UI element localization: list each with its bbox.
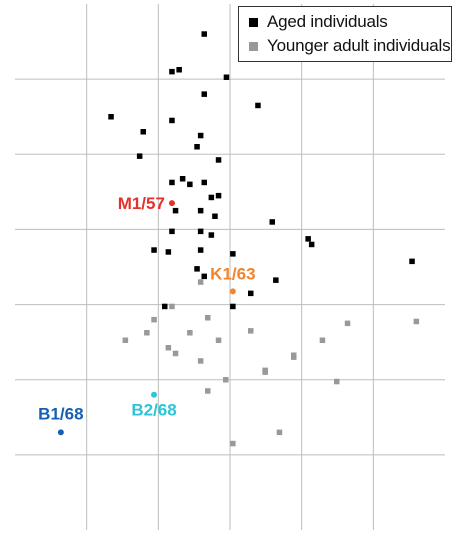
- legend-swatch-younger: [249, 41, 258, 51]
- younger-point: [276, 429, 283, 436]
- aged-point: [208, 194, 215, 201]
- younger-point: [291, 354, 297, 360]
- aged-point: [212, 213, 218, 219]
- younger-point: [344, 320, 351, 327]
- annotations: M1/57 K1/63 B2/68 B1/68: [38, 194, 256, 436]
- highlight-point-b2-68: [151, 391, 158, 398]
- younger-point: [215, 337, 222, 343]
- aged-point: [197, 207, 204, 214]
- younger-point: [165, 345, 172, 351]
- aged-point: [305, 236, 311, 242]
- aged-point: [269, 219, 275, 225]
- aged-point: [176, 67, 182, 73]
- legend-item-aged: Aged individuals: [249, 10, 388, 34]
- aged-point: [162, 303, 168, 310]
- younger-point: [169, 303, 175, 310]
- younger-point: [223, 377, 229, 383]
- points: [108, 31, 420, 447]
- aged-point: [215, 157, 222, 163]
- legend-label-younger: Younger adult individuals: [267, 36, 451, 55]
- aged-point: [169, 179, 175, 186]
- highlight-point-b1-68: [57, 429, 64, 436]
- younger-point: [151, 316, 157, 323]
- aged-point: [140, 129, 146, 135]
- legend: Aged individuals Younger adult individua…: [238, 6, 452, 62]
- aged-point: [255, 102, 261, 109]
- younger-point: [122, 337, 129, 343]
- younger-point: [187, 330, 193, 336]
- legend-swatch-aged: [249, 17, 258, 27]
- annotation-label-m1-57: M1/57: [118, 194, 165, 213]
- aged-point: [197, 228, 204, 235]
- aged-point: [273, 277, 279, 283]
- legend-item-younger: Younger adult individuals: [249, 34, 451, 58]
- aged-point: [409, 258, 415, 265]
- aged-point: [136, 153, 143, 159]
- younger-point: [319, 337, 326, 343]
- aged-point: [248, 290, 254, 297]
- aged-point: [215, 192, 222, 199]
- younger-point: [413, 318, 420, 325]
- aged-point: [197, 247, 204, 253]
- aged-point: [151, 247, 157, 253]
- aged-point: [201, 179, 207, 186]
- aged-point: [201, 31, 207, 37]
- younger-point: [197, 358, 204, 364]
- younger-point: [230, 440, 236, 447]
- aged-point: [197, 132, 204, 139]
- younger-point: [144, 330, 150, 336]
- annotation-label-k1-63: K1/63: [210, 264, 255, 283]
- younger-point: [334, 378, 340, 385]
- aged-point: [169, 228, 175, 235]
- aged-point: [187, 181, 193, 188]
- annotation-label-b2-68: B2/68: [131, 401, 176, 420]
- aged-point: [223, 74, 230, 80]
- highlight-point-k1-63: [229, 288, 236, 295]
- younger-point: [197, 279, 204, 285]
- aged-point: [230, 251, 236, 257]
- legend-label-aged: Aged individuals: [267, 12, 388, 31]
- aged-point: [194, 144, 200, 150]
- aged-point: [172, 207, 179, 214]
- aged-point: [179, 176, 186, 182]
- aged-point: [108, 114, 114, 120]
- younger-point: [248, 328, 254, 334]
- aged-point: [165, 249, 172, 255]
- younger-point: [205, 388, 211, 394]
- aged-point: [169, 68, 175, 75]
- aged-point: [194, 266, 200, 272]
- aged-point: [201, 91, 207, 97]
- younger-point: [172, 350, 179, 357]
- aged-point: [230, 303, 236, 310]
- annotation-label-b1-68: B1/68: [38, 404, 83, 423]
- younger-point: [262, 369, 268, 375]
- aged-point: [201, 273, 207, 280]
- grid: [15, 4, 445, 530]
- aged-point: [308, 241, 315, 248]
- aged-point: [208, 232, 215, 238]
- younger-point: [205, 315, 211, 321]
- aged-point: [169, 117, 175, 124]
- highlight-point-m1-57: [168, 200, 175, 207]
